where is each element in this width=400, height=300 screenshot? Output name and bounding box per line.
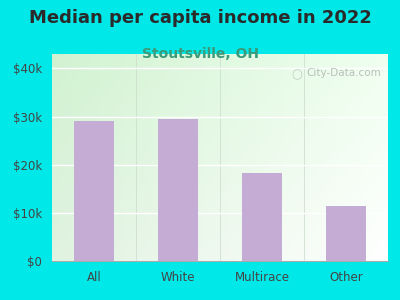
Bar (326, 206, 366, 261)
Bar (74, 122, 114, 261)
Text: City-Data.com: City-Data.com (306, 68, 381, 79)
Text: Stoutsville, OH: Stoutsville, OH (142, 46, 258, 61)
Bar (242, 173, 282, 261)
Bar (158, 119, 198, 261)
Text: ○: ○ (292, 68, 302, 82)
Text: Median per capita income in 2022: Median per capita income in 2022 (28, 9, 372, 27)
